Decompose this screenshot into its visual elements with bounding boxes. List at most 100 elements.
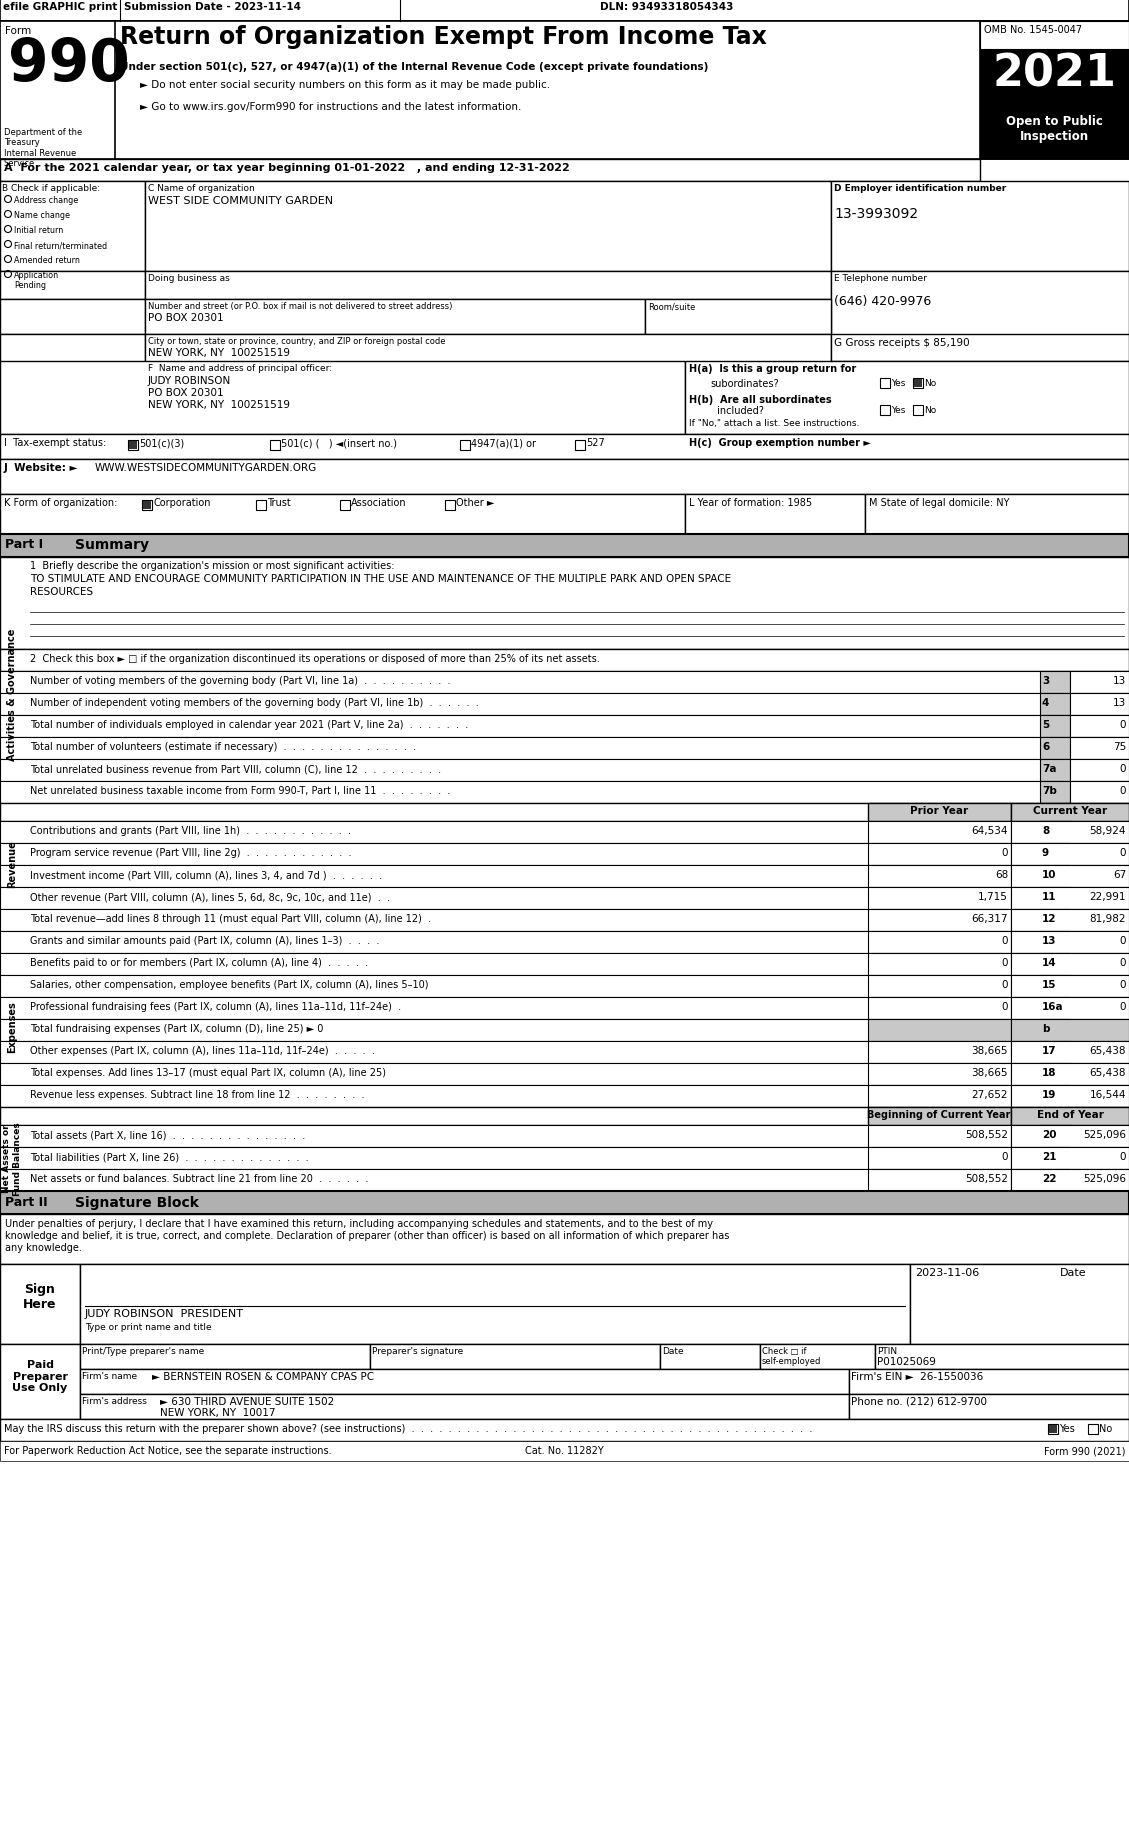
Text: 67: 67 <box>1113 869 1126 880</box>
Bar <box>868 1125 1010 1147</box>
Text: 501(c)(3): 501(c)(3) <box>139 437 184 448</box>
Text: 68: 68 <box>995 869 1008 880</box>
Text: End of Year: End of Year <box>1036 1109 1103 1120</box>
Text: Initial return: Initial return <box>14 225 63 234</box>
Text: 0: 0 <box>1120 979 1126 990</box>
Text: Association: Association <box>351 498 406 507</box>
Text: Yes: Yes <box>891 406 905 415</box>
Text: WWW.WESTSIDECOMMUNITYGARDEN.ORG: WWW.WESTSIDECOMMUNITYGARDEN.ORG <box>95 463 317 472</box>
Bar <box>1010 822 1129 844</box>
Bar <box>1088 1424 1099 1435</box>
Text: 6: 6 <box>1042 741 1049 752</box>
Text: Contributions and grants (Part VIII, line 1h)  .  .  .  .  .  .  .  .  .  .  .  : Contributions and grants (Part VIII, lin… <box>30 825 351 836</box>
Bar <box>256 501 266 511</box>
Text: Total revenue—add lines 8 through 11 (must equal Part VIII, column (A), line 12): Total revenue—add lines 8 through 11 (mu… <box>30 913 431 924</box>
Text: PTIN: PTIN <box>877 1347 898 1356</box>
Bar <box>0 300 145 335</box>
Text: Submission Date - 2023-11-14: Submission Date - 2023-11-14 <box>124 2 301 13</box>
Text: 0: 0 <box>1120 1151 1126 1162</box>
Text: included?: included? <box>689 406 764 415</box>
Bar <box>879 379 890 388</box>
Text: 0: 0 <box>1120 1001 1126 1012</box>
Bar <box>0 362 685 436</box>
Text: Investment income (Part VIII, column (A), lines 3, 4, and 7d )  .  .  .  .  .  .: Investment income (Part VIII, column (A)… <box>30 869 382 880</box>
Bar <box>875 1345 1129 1369</box>
Text: Number of voting members of the governing body (Part VI, line 1a)  .  .  .  .  .: Number of voting members of the governin… <box>30 675 450 686</box>
Text: City or town, state or province, country, and ZIP or foreign postal code: City or town, state or province, country… <box>148 337 446 346</box>
Bar <box>445 501 455 511</box>
Bar <box>868 953 1010 975</box>
Text: 508,552: 508,552 <box>965 1173 1008 1184</box>
Text: Check □ if
self-employed: Check □ if self-employed <box>762 1347 822 1365</box>
Text: M State of legal domicile: NY: M State of legal domicile: NY <box>869 498 1009 507</box>
Bar <box>0 694 1129 716</box>
Text: Paid
Preparer
Use Only: Paid Preparer Use Only <box>12 1360 68 1393</box>
Bar <box>0 1345 80 1420</box>
Bar <box>0 759 1129 781</box>
Bar <box>1010 910 1129 931</box>
Text: Total liabilities (Part X, line 26)  .  .  .  .  .  .  .  .  .  .  .  .  .  .: Total liabilities (Part X, line 26) . . … <box>30 1151 308 1162</box>
Bar <box>0 650 1129 672</box>
Bar <box>865 494 1129 534</box>
Bar <box>868 844 1010 866</box>
Text: 5: 5 <box>1042 719 1049 730</box>
Text: Date: Date <box>662 1347 684 1356</box>
Bar <box>980 110 1129 159</box>
Text: Doing business as: Doing business as <box>148 274 229 284</box>
Text: (646) 420-9976: (646) 420-9976 <box>834 295 931 307</box>
Text: 1,715: 1,715 <box>978 891 1008 902</box>
Bar <box>1040 1019 1070 1041</box>
Text: 0: 0 <box>1120 719 1126 730</box>
Bar <box>0 558 1129 650</box>
Text: 22,991: 22,991 <box>1089 891 1126 902</box>
Text: No: No <box>924 379 936 388</box>
Text: K Form of organization:: K Form of organization: <box>5 498 117 507</box>
Text: Return of Organization Exempt From Income Tax: Return of Organization Exempt From Incom… <box>120 26 767 49</box>
Bar <box>1070 716 1129 737</box>
Bar <box>1010 1063 1129 1085</box>
Bar <box>868 1147 1010 1169</box>
Text: 4947(a)(1) or: 4947(a)(1) or <box>471 437 536 448</box>
Text: 0: 0 <box>1001 1001 1008 1012</box>
Bar <box>1040 1169 1070 1191</box>
Bar <box>1040 822 1070 844</box>
Bar <box>980 49 1129 110</box>
Bar <box>868 1085 1010 1107</box>
Text: RESOURCES: RESOURCES <box>30 587 93 597</box>
Text: 65,438: 65,438 <box>1089 1067 1126 1078</box>
Bar <box>1070 781 1129 803</box>
Text: 0: 0 <box>1120 957 1126 968</box>
Bar <box>0 672 1129 694</box>
Text: Print/Type preparer's name: Print/Type preparer's name <box>82 1347 204 1356</box>
Text: 0: 0 <box>1001 979 1008 990</box>
Text: Sign
Here: Sign Here <box>24 1283 56 1310</box>
Text: Firm's name: Firm's name <box>82 1371 137 1380</box>
Bar <box>868 803 1010 822</box>
Text: 58,924: 58,924 <box>1089 825 1126 836</box>
Text: Total number of individuals employed in calendar year 2021 (Part V, line 2a)  . : Total number of individuals employed in … <box>30 719 469 730</box>
Text: 0: 0 <box>1120 935 1126 946</box>
Bar <box>1010 1085 1129 1107</box>
Bar <box>0 335 145 370</box>
Bar <box>1010 1107 1129 1125</box>
Bar <box>1040 1147 1070 1169</box>
Bar <box>1048 1424 1058 1435</box>
Bar <box>129 441 137 450</box>
Text: Name change: Name change <box>14 210 70 220</box>
Text: H(a)  Is this a group return for: H(a) Is this a group return for <box>689 364 856 373</box>
Text: Total expenses. Add lines 13–17 (must equal Part IX, column (A), line 25): Total expenses. Add lines 13–17 (must eq… <box>30 1067 386 1078</box>
Text: 0: 0 <box>1001 847 1008 858</box>
Bar <box>1040 672 1070 694</box>
Bar <box>868 1107 1010 1125</box>
Text: Revenue: Revenue <box>7 840 17 888</box>
Text: Total unrelated business revenue from Part VIII, column (C), line 12  .  .  .  .: Total unrelated business revenue from Pa… <box>30 763 441 774</box>
Bar <box>0 1169 1129 1191</box>
Text: Date: Date <box>1060 1268 1086 1277</box>
Text: 1  Briefly describe the organization's mission or most significant activities:: 1 Briefly describe the organization's mi… <box>30 560 394 571</box>
Text: ► 630 THIRD AVENUE SUITE 1502: ► 630 THIRD AVENUE SUITE 1502 <box>160 1396 334 1405</box>
Bar <box>1040 759 1070 781</box>
Bar <box>831 273 1129 362</box>
Text: 14: 14 <box>1042 957 1057 968</box>
Text: Room/suite: Room/suite <box>648 302 695 311</box>
Bar <box>0 1442 1129 1460</box>
